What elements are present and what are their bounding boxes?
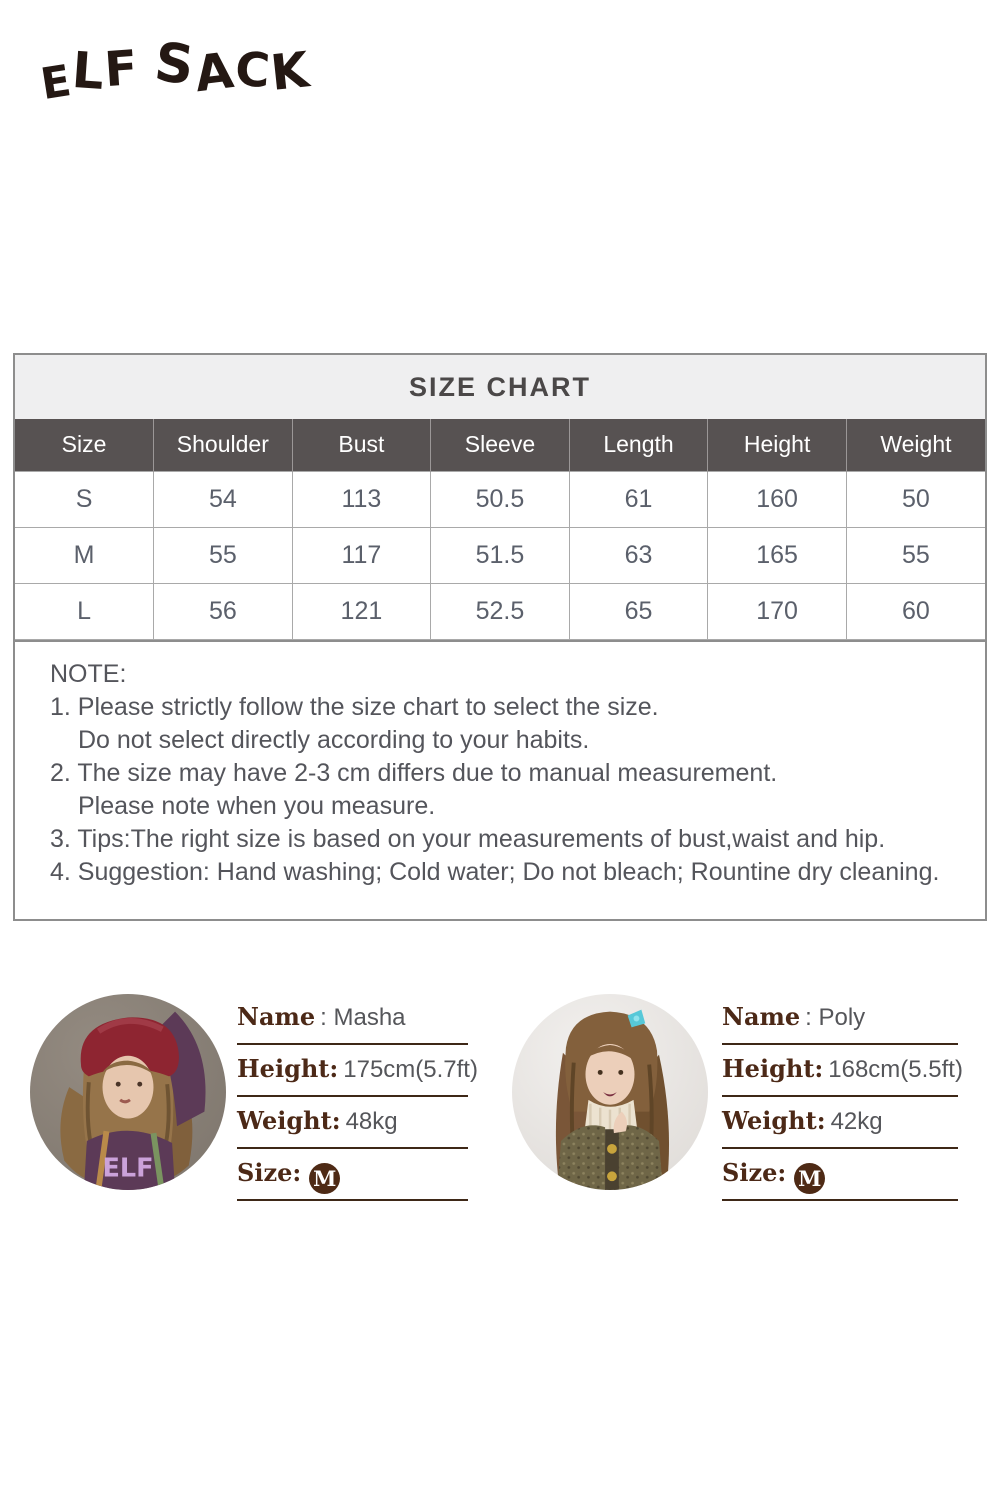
size-cell: 113 <box>291 470 432 528</box>
model-weight-row: Weight: 48kg <box>237 1106 468 1149</box>
size-chart-table: Size Shoulder Bust Sleeve Length Height … <box>15 419 985 640</box>
model-name-row: Name: Masha <box>237 1002 468 1045</box>
size-cell: 55 <box>153 526 293 584</box>
size-cell: 54 <box>153 470 293 528</box>
weight-label: Weight: <box>722 1106 826 1135</box>
note-line: 4. Suggestion: Hand washing; Cold water;… <box>50 857 940 886</box>
size-cell: 52.5 <box>430 582 570 640</box>
table-row-s: S 54 113 50.5 61 160 50 <box>15 470 985 528</box>
model-height-row: Height: 175cm(5.7ft) <box>237 1054 478 1097</box>
name-label: Name <box>237 1002 316 1031</box>
size-badge: M <box>794 1163 826 1194</box>
model-name-row: Name: Poly <box>722 1002 958 1045</box>
model-poly-illustration <box>512 994 708 1190</box>
height-value: 168cm(5.5ft) <box>828 1056 963 1083</box>
note-line: Do not select directly according to your… <box>78 725 590 754</box>
column-header-size: Size <box>15 419 154 471</box>
size-cell: 61 <box>568 470 709 528</box>
weight-value: 48kg <box>345 1108 398 1135</box>
note-line: Please note when you measure. <box>78 791 436 820</box>
model-card-poly: Name: Poly Height: 168cm(5.5ft) Weight: 42… <box>722 1002 963 1210</box>
note-line: 1. Please strictly follow the size chart… <box>50 692 659 721</box>
column-header-height: Height <box>707 419 847 471</box>
model-size-row: Size: M <box>722 1158 958 1201</box>
model-height-row: Height: 168cm(5.5ft) <box>722 1054 963 1097</box>
size-cell: 51.5 <box>430 526 570 584</box>
size-cell: M <box>15 526 155 584</box>
size-cell: 50 <box>845 470 985 528</box>
table-row-m: M 55 117 51.5 63 165 55 <box>15 526 985 584</box>
size-badge: M <box>309 1163 341 1194</box>
note-section: NOTE: 1. Please strictly follow the size… <box>15 639 985 919</box>
size-cell: 160 <box>707 470 847 528</box>
weight-value: 42kg <box>830 1108 883 1135</box>
size-cell: 65 <box>568 582 709 640</box>
model-photo-masha: ELF <box>30 994 226 1190</box>
table-header-row: Size Shoulder Bust Sleeve Length Height … <box>15 419 985 471</box>
size-cell: 56 <box>153 582 293 640</box>
size-cell: S <box>15 470 155 528</box>
size-cell: 50.5 <box>430 470 570 528</box>
size-cell: 55 <box>845 526 985 584</box>
column-header-weight: Weight <box>845 419 985 471</box>
brand-logo: ELF SACK <box>37 29 314 111</box>
size-chart-panel: SIZE CHART Size Shoulder Bust Sleeve Len… <box>13 353 987 921</box>
size-cell: 60 <box>845 582 985 640</box>
size-cell: 63 <box>568 526 709 584</box>
height-label: Height: <box>237 1054 339 1083</box>
model-card-masha: Name: Masha Height: 175cm(5.7ft) Weight: 4… <box>237 1002 478 1210</box>
note-heading: NOTE: <box>50 659 127 688</box>
size-cell: 121 <box>291 582 432 640</box>
column-header-length: Length <box>568 419 708 471</box>
model-weight-row: Weight: 42kg <box>722 1106 958 1149</box>
column-header-bust: Bust <box>291 419 431 471</box>
size-label: Size: <box>722 1158 787 1187</box>
model-photo-poly <box>512 994 708 1190</box>
model-size-row: Size: M <box>237 1158 468 1201</box>
weight-label: Weight: <box>237 1106 341 1135</box>
note-line: 3. Tips:The right size is based on your … <box>50 824 886 853</box>
name-label: Name <box>722 1002 801 1031</box>
size-cell: 117 <box>291 526 432 584</box>
model-masha-illustration: ELF <box>30 994 226 1190</box>
height-value: 175cm(5.7ft) <box>343 1056 478 1083</box>
size-chart-title: SIZE CHART <box>15 355 985 419</box>
column-header-shoulder: Shoulder <box>153 419 293 471</box>
name-value: : Masha <box>320 1004 406 1031</box>
height-label: Height: <box>722 1054 824 1083</box>
table-row-l: L 56 121 52.5 65 170 60 <box>15 582 985 640</box>
size-cell: 170 <box>707 582 847 640</box>
size-cell: L <box>15 582 155 640</box>
column-header-sleeve: Sleeve <box>430 419 570 471</box>
size-label: Size: <box>237 1158 302 1187</box>
note-line: 2. The size may have 2-3 cm differs due … <box>50 758 778 787</box>
shirt-text: ELF <box>102 1153 153 1183</box>
size-cell: 165 <box>707 526 847 584</box>
name-value: : Poly <box>805 1004 866 1031</box>
